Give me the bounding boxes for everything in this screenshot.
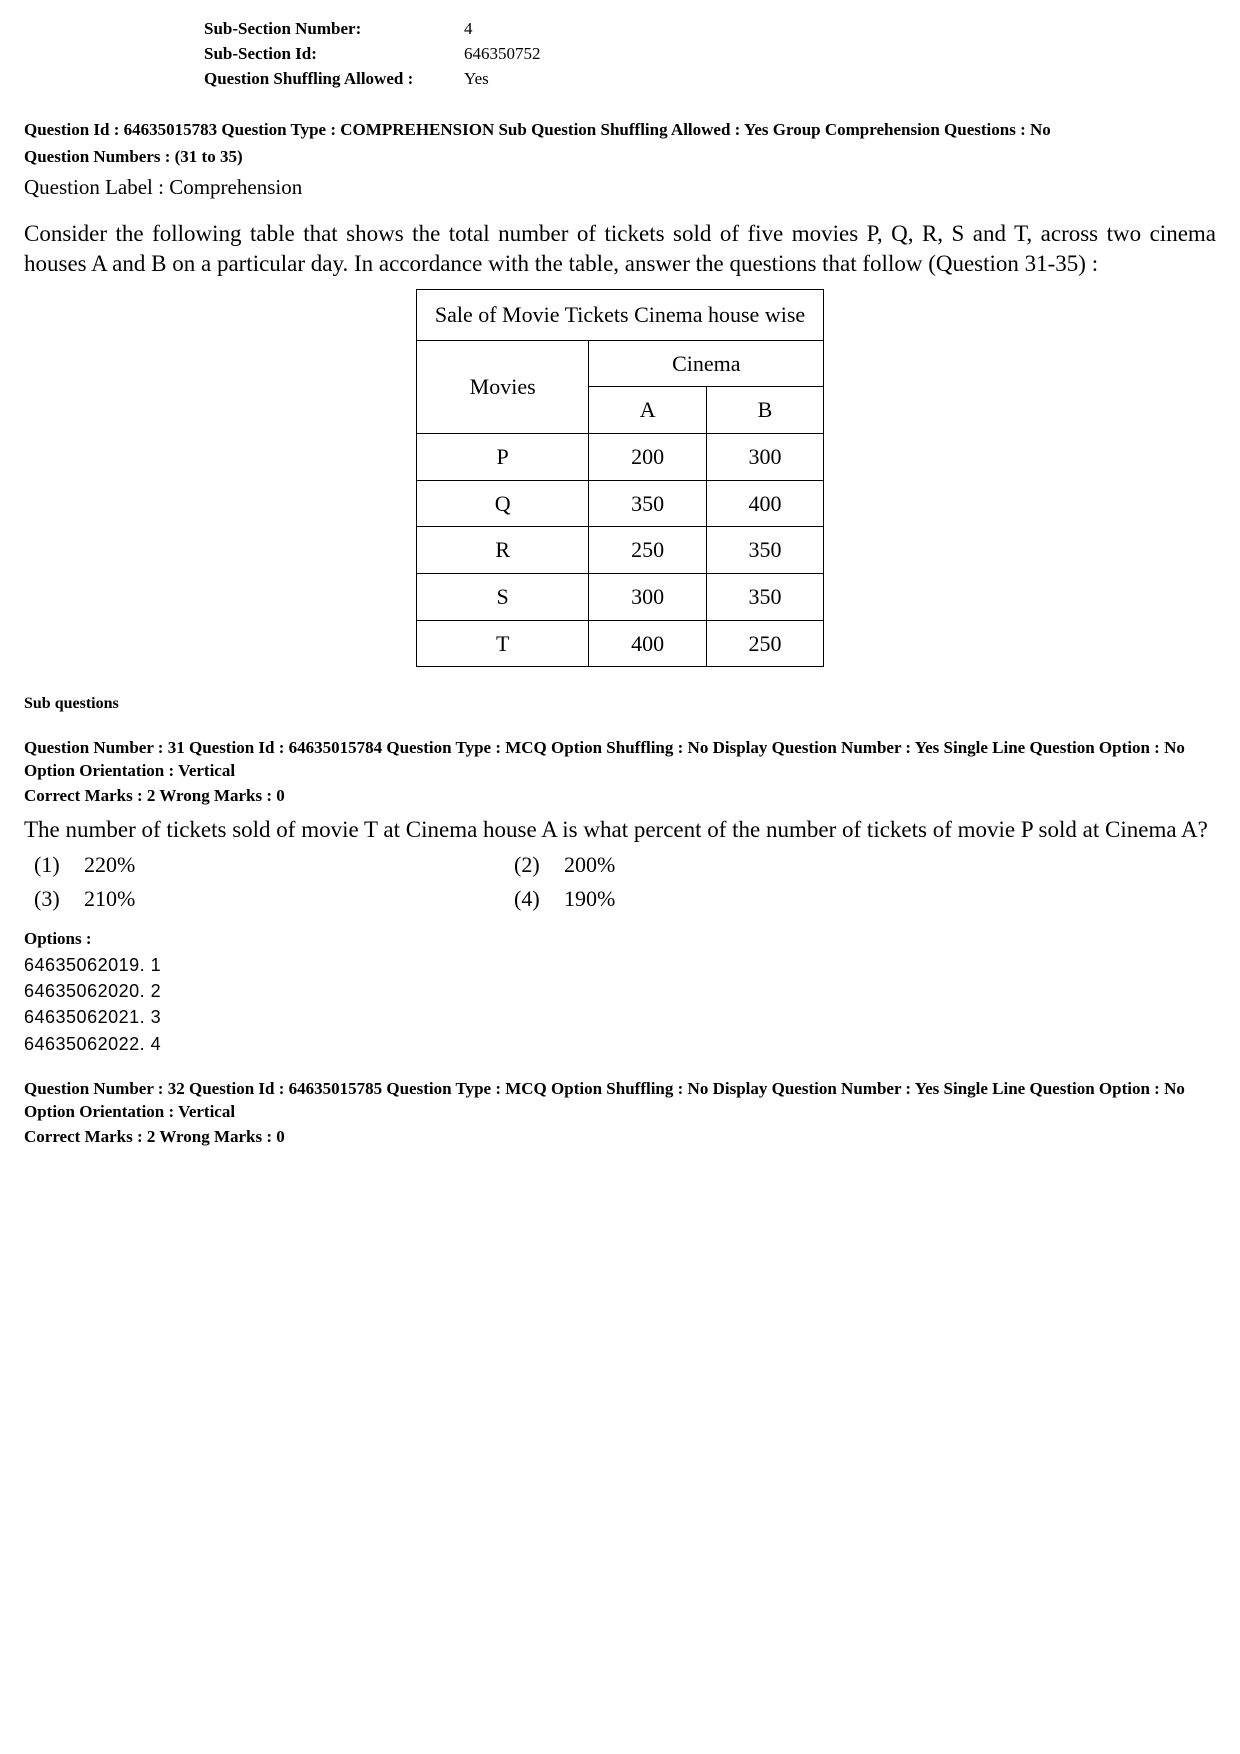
table-row: S 300 350 (416, 573, 823, 620)
cell-a: 300 (589, 573, 706, 620)
sub-questions-header: Sub questions (24, 693, 1216, 715)
cell-b: 350 (706, 527, 823, 574)
choice-number: (1) (24, 850, 84, 880)
sub-section-header: Sub-Section Number: 4 Sub-Section Id: 64… (204, 18, 1216, 91)
choice-4: (4) 190% (504, 884, 984, 914)
table-row: T 400 250 (416, 620, 823, 667)
cell-b: 250 (706, 620, 823, 667)
comprehension-passage: Consider the following table that shows … (24, 219, 1216, 279)
table-group-header: Cinema (589, 340, 824, 387)
choice-value: 200% (564, 850, 615, 880)
cell-b: 400 (706, 480, 823, 527)
option-item: 64635062020. 2 (24, 979, 1216, 1003)
cell-a: 350 (589, 480, 706, 527)
header-value: 4 (464, 18, 473, 41)
q31-marks: Correct Marks : 2 Wrong Marks : 0 (24, 785, 1216, 808)
option-item: 64635062022. 4 (24, 1032, 1216, 1056)
header-value: Yes (464, 68, 489, 91)
table-col-a: A (589, 387, 706, 434)
cell-movie: P (416, 433, 589, 480)
table-title: Sale of Movie Tickets Cinema house wise (416, 289, 823, 340)
table-row: R 250 350 (416, 527, 823, 574)
cell-b: 350 (706, 573, 823, 620)
cell-a: 200 (589, 433, 706, 480)
table-row: P 200 300 (416, 433, 823, 480)
choice-2: (2) 200% (504, 850, 984, 880)
question-label: Question Label : Comprehension (24, 173, 1216, 201)
table-row-header: Movies (416, 340, 589, 433)
choice-row: (3) 210% (4) 190% (24, 884, 1216, 914)
choice-row: (1) 220% (2) 200% (24, 850, 1216, 880)
cell-a: 250 (589, 527, 706, 574)
cell-movie: Q (416, 480, 589, 527)
q32-marks: Correct Marks : 2 Wrong Marks : 0 (24, 1126, 1216, 1149)
header-label: Sub-Section Id: (204, 43, 464, 66)
header-row: Sub-Section Id: 646350752 (204, 43, 1216, 66)
cell-b: 300 (706, 433, 823, 480)
table-row: Q 350 400 (416, 480, 823, 527)
choice-number: (3) (24, 884, 84, 914)
header-value: 646350752 (464, 43, 541, 66)
cell-movie: T (416, 620, 589, 667)
choice-value: 220% (84, 850, 135, 880)
choice-value: 190% (564, 884, 615, 914)
question-numbers: Question Numbers : (31 to 35) (24, 146, 1216, 169)
choice-number: (2) (504, 850, 564, 880)
comprehension-meta: Question Id : 64635015783 Question Type … (24, 119, 1216, 142)
option-item: 64635062021. 3 (24, 1005, 1216, 1029)
choice-1: (1) 220% (24, 850, 504, 880)
header-label: Sub-Section Number: (204, 18, 464, 41)
options-header: Options : (24, 928, 1216, 951)
cell-movie: S (416, 573, 589, 620)
q31-meta: Question Number : 31 Question Id : 64635… (24, 737, 1216, 783)
choice-value: 210% (84, 884, 135, 914)
header-label: Question Shuffling Allowed : (204, 68, 464, 91)
header-row: Question Shuffling Allowed : Yes (204, 68, 1216, 91)
choice-number: (4) (504, 884, 564, 914)
option-item: 64635062019. 1 (24, 953, 1216, 977)
choice-3: (3) 210% (24, 884, 504, 914)
table-col-b: B (706, 387, 823, 434)
q32-meta: Question Number : 32 Question Id : 64635… (24, 1078, 1216, 1124)
tickets-table: Sale of Movie Tickets Cinema house wise … (416, 289, 824, 668)
cell-movie: R (416, 527, 589, 574)
cell-a: 400 (589, 620, 706, 667)
header-row: Sub-Section Number: 4 (204, 18, 1216, 41)
q31-text: The number of tickets sold of movie T at… (24, 816, 1216, 845)
